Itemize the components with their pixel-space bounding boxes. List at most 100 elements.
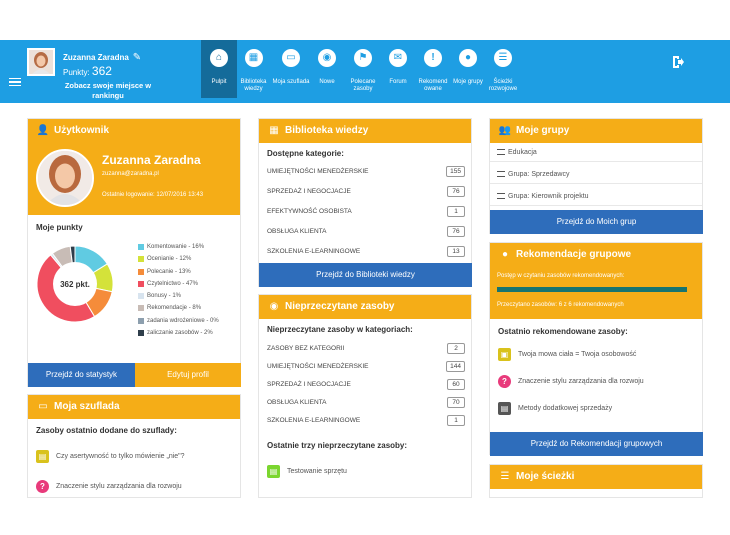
category-label: SZKOLENIA E-LEARNINGOWE: [267, 248, 361, 255]
legend-label: Czytelnictwo - 47%: [147, 280, 199, 287]
category-row[interactable]: SZKOLENIA E-LEARNINGOWE 13: [267, 245, 465, 258]
profile-email: zuzanna@zaradna.pl: [102, 171, 159, 177]
nav-label: Moja szuflada: [272, 79, 310, 85]
group-row[interactable]: Grupa: Sprzedawcy: [490, 166, 702, 184]
nav-label: Biblioteka wiedzy: [240, 79, 267, 92]
category-count-badge: 13: [447, 246, 465, 257]
category-count-badge: 60: [447, 379, 465, 390]
groups-button[interactable]: Przejdź do Moich grup: [490, 210, 703, 234]
resource-item[interactable]: ▤ Testowanie sprzętu: [267, 465, 347, 479]
rec-read-info: Przeczytano zasobów: 6 z 6 rekomendowany…: [497, 302, 624, 308]
rec-button[interactable]: Przejdź do Rekomendacji grupowych: [490, 432, 703, 456]
my-points-title: Moje punkty: [36, 223, 83, 232]
nav-label: Moje grupy: [453, 79, 483, 85]
category-row[interactable]: ZASOBY BEZ KATEGORII 2: [267, 342, 465, 355]
nav-item-0[interactable]: ⌂ Pulpit: [201, 40, 237, 98]
paths-panel: ☰ Moje ścieżki: [489, 464, 703, 498]
category-label: UMIEJĘTNOŚCI MENEDŻERSKIE: [267, 363, 369, 370]
rec-subtitle: Ostatnio rekomendowane zasoby:: [498, 327, 628, 336]
logout-icon[interactable]: [671, 55, 685, 72]
category-label: SZKOLENIA E-LEARNINGOWE: [267, 417, 361, 424]
resource-item[interactable]: ▣ Twoja mowa ciała = Twoja osobowość: [498, 348, 636, 362]
category-label: OBSŁUGA KLIENTA: [267, 228, 327, 235]
list-icon: ☰: [494, 49, 512, 67]
user-icon: 👤: [36, 125, 50, 136]
category-row[interactable]: SPRZEDAŻ I NEGOCJACJE 76: [267, 185, 465, 198]
category-row[interactable]: OBSŁUGA KLIENTA 76: [267, 225, 465, 238]
rec-panel-title: Rekomendacje grupowe: [516, 249, 632, 260]
resource-item[interactable]: ? Znaczenie stylu zarządzania dla rozwoju: [36, 480, 182, 494]
user-panel-header: 👤 Użytkownik: [28, 119, 240, 143]
legend-item: zaliczanie zasobów - 2%: [138, 329, 248, 341]
group-row[interactable]: Grupa: Kierownik projektu: [490, 188, 702, 206]
group-label: Edukacja: [508, 149, 537, 156]
legend-item: zadania wdrożeniowe - 0%: [138, 317, 248, 329]
resource-item[interactable]: ▤ Metody dodatkowej sprzedaży: [498, 402, 612, 416]
unread-panel-header: ◉ Nieprzeczytane zasoby: [259, 295, 471, 319]
library-subtitle: Dostępne kategorie:: [267, 149, 344, 158]
user-summary: Zuzanna Zaradna ✎ Punkty: 362 Zobacz swoj…: [27, 48, 197, 100]
resource-label: Znaczenie stylu zarządzania dla rozwoju: [518, 378, 644, 385]
points-summary: Punkty: 362: [63, 64, 112, 78]
resource-item[interactable]: ▤ Czy asertywność to tylko mówienie „nie"…: [36, 450, 185, 464]
category-row[interactable]: UMIEJĘTNOŚCI MENEDŻERSKIE 144: [267, 360, 465, 373]
category-count-badge: 76: [447, 226, 465, 237]
paths-panel-title: Moje ścieżki: [516, 471, 575, 482]
user-name-wrap: Zuzanna Zaradna ✎: [63, 52, 141, 63]
resource-label: Znaczenie stylu zarządzania dla rozwoju: [56, 483, 182, 490]
grid-icon: ▦: [244, 49, 263, 67]
category-row[interactable]: OBSŁUGA KLIENTA 70: [267, 396, 465, 409]
hamburger-menu-icon[interactable]: [9, 78, 21, 86]
legend-label: zaliczanie zasobów - 2%: [147, 330, 213, 337]
user-avatar[interactable]: [27, 48, 55, 76]
group-row[interactable]: Edukacja: [490, 144, 702, 162]
points-label: Punkty:: [63, 68, 90, 77]
stats-button[interactable]: Przejdź do statystyk: [28, 363, 135, 387]
nav-label: Forum: [389, 79, 407, 85]
pencil-icon[interactable]: ✎: [132, 52, 142, 63]
nav-item-5[interactable]: ✉ Forum: [382, 40, 414, 98]
nav-item-3[interactable]: ◉ Nowe: [311, 40, 343, 98]
legend-label: Ocenianie - 12%: [147, 256, 192, 263]
rec-progress-bar: [497, 287, 687, 292]
rank-link[interactable]: Zobacz swoje miejsce w rankingu: [64, 81, 152, 100]
legend-swatch: [138, 330, 144, 337]
nav-label: Rekomend owane: [418, 79, 448, 92]
nav-item-6[interactable]: ! Rekomend owane: [414, 40, 452, 98]
list-icon: [497, 171, 505, 178]
list-icon: [497, 193, 505, 200]
points-donut-chart: 362 pkt.: [36, 245, 114, 323]
drawer-subtitle: Zasoby ostatnio dodane do szuflady:: [36, 426, 177, 435]
nav-item-7[interactable]: ● Moje grupy: [453, 40, 483, 98]
profile-last-login: Ostatnie logowanie: 12/07/2016 13:43: [102, 192, 204, 198]
legend-swatch: [138, 293, 144, 300]
nav-label: Ścieżki rozwojowe: [488, 79, 518, 92]
legend-item: Komentowanie - 16%: [138, 243, 248, 255]
edit-profile-button[interactable]: Edytuj profil: [135, 363, 241, 387]
legend-swatch: [138, 256, 144, 263]
library-button[interactable]: Przejdź do Biblioteki wiedzy: [259, 263, 472, 287]
category-label: SPRZEDAŻ I NEGOCJACJE: [267, 188, 351, 195]
nav-item-1[interactable]: ▦ Biblioteka wiedzy: [236, 40, 271, 98]
list-icon: [497, 149, 505, 156]
nav-item-8[interactable]: ☰ Ścieżki rozwojowe: [483, 40, 523, 98]
resource-item[interactable]: ? Znaczenie stylu zarządzania dla rozwoju: [498, 375, 644, 389]
library-panel-header: ▦ Biblioteka wiedzy: [259, 119, 471, 143]
eye-icon: ◉: [318, 49, 336, 67]
nav-item-2[interactable]: ▭ Moja szuflada: [272, 40, 310, 98]
category-label: EFEKTYWNOŚĆ OSOBISTA: [267, 208, 352, 215]
category-row[interactable]: SPRZEDAŻ I NEGOCJACJE 60: [267, 378, 465, 391]
exclamation-icon: !: [424, 49, 442, 67]
question-icon: ?: [36, 480, 49, 493]
nav-label: Nowe: [319, 79, 335, 85]
category-row[interactable]: UMIEJĘTNOŚCI MENEDŻERSKIE 155: [267, 165, 465, 178]
category-row[interactable]: EFEKTYWNOŚĆ OSOBISTA 1: [267, 205, 465, 218]
rec-progress-band: Postęp w czytaniu zasobów rekomendowanyc…: [490, 267, 702, 319]
legend-item: Czytelnictwo - 47%: [138, 280, 248, 292]
exclamation-icon: ●: [501, 249, 509, 260]
groups-panel-title: Moje grupy: [516, 125, 570, 136]
nav-item-4[interactable]: ⚑ Polecane zasoby: [344, 40, 382, 98]
slides-icon: ▣: [498, 348, 511, 361]
grid-icon: ▦: [269, 125, 279, 136]
category-row[interactable]: SZKOLENIA E-LEARNINGOWE 1: [267, 414, 465, 427]
